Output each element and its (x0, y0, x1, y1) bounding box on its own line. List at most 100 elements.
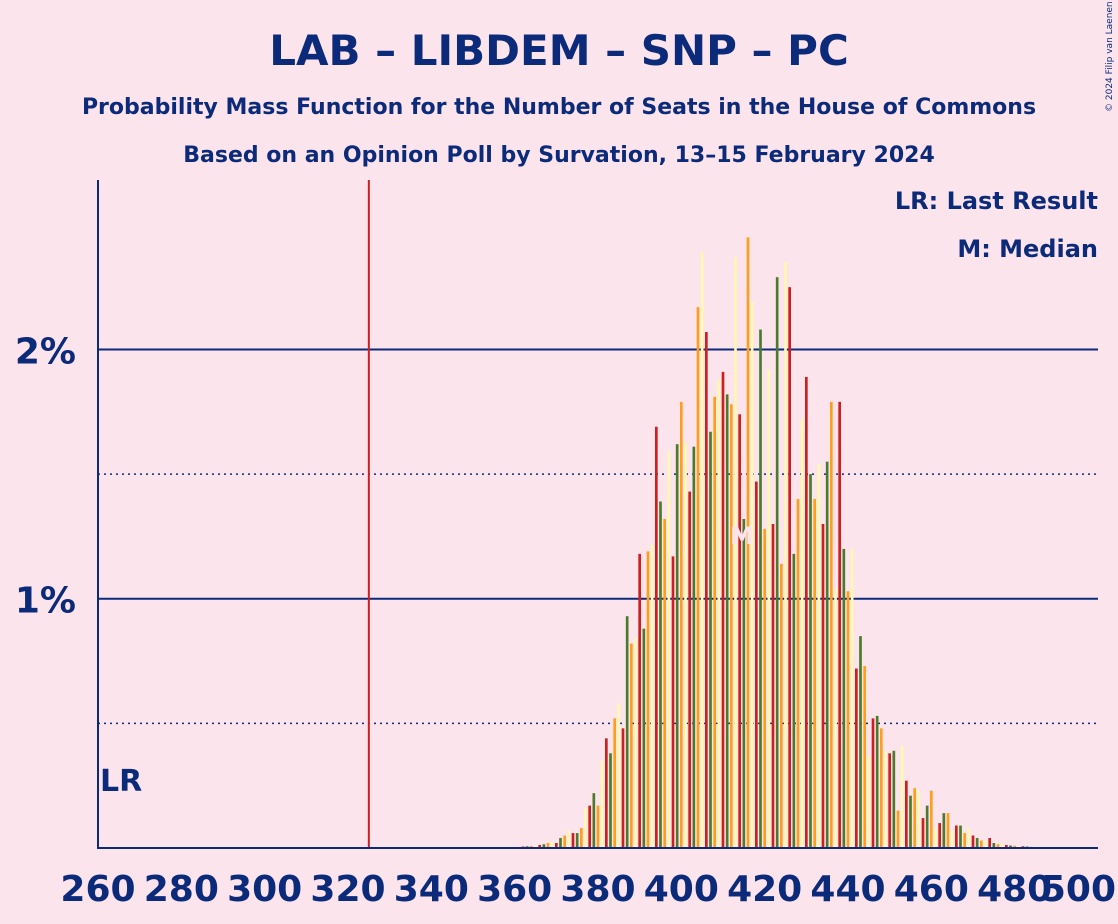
bar (671, 556, 675, 848)
bar (1000, 843, 1004, 848)
bar (721, 371, 725, 848)
bar (809, 474, 812, 848)
bar (946, 813, 950, 848)
bar (580, 828, 583, 848)
legend-last-result: LR: Last Result (895, 187, 1098, 215)
bar (746, 237, 750, 848)
x-tick-label: 300 (227, 869, 302, 910)
bar (992, 843, 996, 848)
bar (825, 461, 829, 848)
bar (971, 835, 975, 848)
bar (934, 828, 937, 848)
bar (988, 838, 991, 848)
bar (755, 481, 758, 848)
bar (846, 591, 850, 848)
bar (713, 396, 716, 848)
x-tick-label: 280 (144, 869, 219, 910)
bar (867, 755, 871, 848)
bar (880, 728, 883, 848)
bar (759, 329, 762, 848)
bar (584, 808, 587, 848)
x-tick-label: 460 (894, 869, 969, 910)
bar (913, 788, 916, 848)
bar (534, 845, 537, 848)
x-tick-label: 440 (810, 869, 885, 910)
bar (717, 379, 721, 848)
bar (796, 499, 800, 848)
bar (646, 551, 650, 848)
bar (742, 518, 746, 848)
bar (767, 369, 771, 848)
bar (892, 750, 896, 848)
copyright-text: © 2024 Filip van Laenen (1105, 1, 1115, 112)
bar (930, 790, 933, 848)
bar (659, 501, 662, 848)
bar (780, 563, 783, 848)
bar (546, 843, 550, 848)
bar (817, 464, 821, 848)
bar (771, 523, 775, 848)
bar (942, 813, 946, 848)
bar (730, 404, 733, 848)
x-tick-label: 400 (644, 869, 719, 910)
bar (842, 548, 846, 848)
bar (596, 805, 600, 848)
bar (738, 414, 741, 848)
bar (980, 840, 983, 848)
bar (609, 753, 612, 848)
bar (638, 553, 641, 848)
bar (538, 845, 541, 848)
bar (863, 666, 866, 848)
bar (821, 523, 825, 848)
bar (900, 745, 904, 848)
bar (850, 548, 854, 848)
y-tick-label: 2% (15, 331, 76, 372)
bar (592, 793, 596, 848)
bar (696, 307, 700, 849)
markers-layer: LR M (100, 180, 754, 848)
bar (734, 257, 737, 848)
x-tick-label: 480 (977, 869, 1052, 910)
x-tick-label: 260 (60, 869, 135, 910)
bar (621, 728, 625, 848)
bar (571, 833, 575, 848)
bar (784, 262, 787, 848)
bar (563, 835, 566, 848)
bar (663, 518, 666, 848)
bar (884, 750, 887, 848)
x-tick-label: 420 (727, 869, 802, 910)
bars-layer (513, 237, 1037, 849)
bar (630, 643, 633, 848)
bar (938, 823, 941, 848)
bar (575, 833, 579, 848)
bar (871, 718, 875, 848)
axes-layer: 1% 2% 260 280 300 320 340 360 380 400 420 440 460 480… (15, 180, 1116, 910)
bar (984, 840, 987, 848)
bar (967, 828, 971, 848)
bar (975, 838, 979, 848)
bar (963, 833, 966, 848)
bar (709, 431, 712, 848)
bar (917, 790, 921, 848)
bar (896, 810, 900, 848)
x-tick-label: 340 (394, 869, 469, 910)
chart-subtitle: Probability Mass Function for the Number… (82, 95, 1036, 120)
bar (550, 841, 554, 848)
bar (680, 401, 683, 848)
chart-title: LAB – LIBDEM – SNP – PC (269, 26, 849, 75)
bar (805, 376, 808, 848)
bar (875, 715, 879, 848)
bar (750, 302, 754, 848)
bar (692, 446, 696, 848)
bar (859, 636, 862, 848)
bar (775, 277, 779, 848)
bar (600, 760, 604, 848)
bar (763, 528, 766, 848)
bar (567, 830, 571, 848)
bar (684, 441, 687, 848)
bar (555, 843, 558, 848)
bar (1013, 845, 1016, 848)
bar (725, 394, 729, 848)
bar (888, 753, 891, 848)
bar (792, 553, 796, 848)
